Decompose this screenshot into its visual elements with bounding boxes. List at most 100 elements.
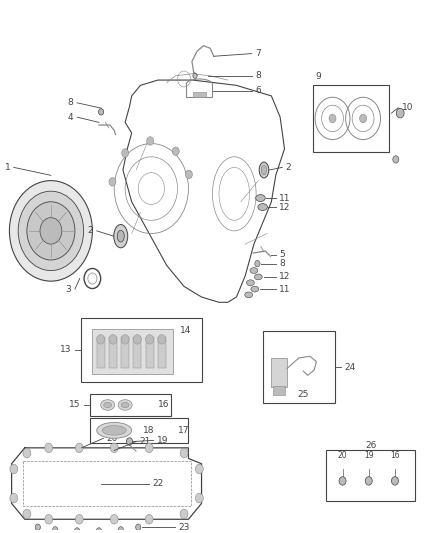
Circle shape — [185, 170, 192, 179]
Circle shape — [35, 524, 40, 530]
Ellipse shape — [254, 274, 262, 280]
Ellipse shape — [114, 224, 128, 248]
Text: 1: 1 — [4, 163, 11, 172]
Circle shape — [97, 335, 105, 344]
Ellipse shape — [259, 162, 269, 178]
Text: 4: 4 — [68, 112, 74, 122]
Circle shape — [122, 149, 129, 157]
Bar — [90, 394, 171, 416]
Ellipse shape — [261, 165, 267, 175]
Circle shape — [40, 217, 62, 244]
Text: 20: 20 — [338, 451, 347, 461]
Text: 16: 16 — [390, 451, 400, 461]
Circle shape — [360, 114, 367, 123]
Ellipse shape — [121, 402, 129, 408]
Circle shape — [75, 443, 83, 453]
Ellipse shape — [251, 286, 259, 292]
Circle shape — [96, 528, 102, 533]
Bar — [273, 386, 285, 395]
Text: 2: 2 — [286, 163, 291, 172]
Bar — [158, 337, 166, 368]
Circle shape — [53, 527, 58, 533]
Circle shape — [145, 443, 153, 453]
Text: 22: 22 — [152, 479, 164, 488]
Text: 25: 25 — [297, 390, 309, 399]
Circle shape — [45, 443, 53, 453]
Text: 8: 8 — [68, 98, 74, 107]
Text: 2: 2 — [88, 227, 93, 236]
Text: 14: 14 — [180, 326, 191, 335]
Text: 5: 5 — [279, 250, 285, 259]
Circle shape — [158, 335, 166, 344]
Ellipse shape — [101, 400, 115, 410]
Bar — [313, 85, 389, 151]
Text: 12: 12 — [279, 272, 291, 281]
Circle shape — [255, 261, 260, 267]
Circle shape — [110, 443, 118, 453]
Ellipse shape — [256, 195, 265, 201]
Circle shape — [10, 464, 18, 474]
Text: 24: 24 — [345, 362, 356, 372]
Text: 7: 7 — [255, 49, 261, 58]
Bar — [109, 337, 117, 368]
Circle shape — [127, 438, 133, 445]
Text: 21: 21 — [140, 437, 151, 446]
Bar — [271, 358, 287, 387]
Ellipse shape — [102, 426, 126, 435]
Text: 6: 6 — [255, 86, 261, 95]
Circle shape — [172, 147, 179, 156]
Text: 12: 12 — [279, 203, 291, 212]
Text: 23: 23 — [179, 523, 190, 532]
Text: 15: 15 — [69, 400, 80, 409]
Circle shape — [27, 202, 75, 260]
Text: 19: 19 — [364, 451, 374, 461]
Circle shape — [75, 514, 83, 524]
Ellipse shape — [104, 402, 112, 408]
Ellipse shape — [245, 292, 253, 298]
Bar — [263, 332, 335, 403]
Bar — [81, 318, 201, 382]
Circle shape — [23, 509, 31, 519]
Circle shape — [392, 477, 399, 485]
Text: 17: 17 — [177, 426, 189, 435]
Text: 10: 10 — [402, 103, 413, 112]
Circle shape — [136, 524, 141, 530]
Circle shape — [193, 73, 197, 78]
Circle shape — [396, 108, 404, 118]
Ellipse shape — [247, 280, 254, 286]
Circle shape — [99, 109, 104, 115]
Circle shape — [393, 156, 399, 163]
Bar — [134, 337, 141, 368]
Bar — [326, 450, 416, 501]
Circle shape — [23, 448, 31, 458]
Text: 8: 8 — [279, 259, 285, 268]
Circle shape — [339, 477, 346, 485]
Bar — [193, 92, 206, 97]
Circle shape — [180, 448, 188, 458]
Ellipse shape — [258, 204, 268, 211]
Ellipse shape — [117, 230, 124, 242]
Circle shape — [10, 494, 18, 503]
Circle shape — [74, 528, 80, 533]
Circle shape — [134, 335, 141, 344]
Text: 16: 16 — [158, 400, 170, 409]
Circle shape — [118, 527, 124, 533]
Ellipse shape — [250, 268, 258, 273]
Circle shape — [109, 335, 117, 344]
Circle shape — [146, 335, 153, 344]
Circle shape — [365, 477, 372, 485]
Text: 13: 13 — [60, 345, 71, 354]
Text: 19: 19 — [157, 436, 169, 445]
Text: 3: 3 — [66, 285, 71, 294]
Circle shape — [45, 514, 53, 524]
Circle shape — [109, 177, 116, 186]
Text: 9: 9 — [315, 72, 321, 81]
Text: 11: 11 — [279, 193, 291, 203]
Circle shape — [195, 464, 203, 474]
Bar — [121, 337, 129, 368]
Text: 26: 26 — [365, 441, 376, 450]
Bar — [146, 337, 153, 368]
Bar — [92, 329, 173, 374]
Text: 8: 8 — [255, 71, 261, 80]
Circle shape — [18, 191, 84, 271]
